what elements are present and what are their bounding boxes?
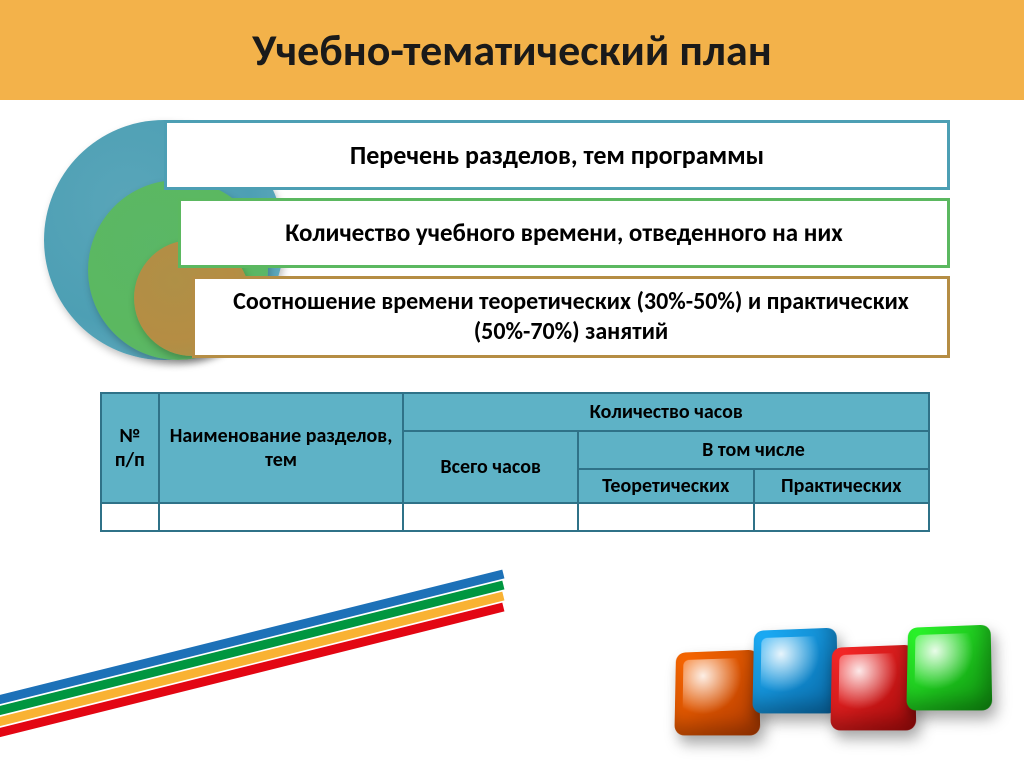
plan-table-wrap: № п/п Наименование разделов, тем Количес…	[100, 392, 930, 532]
th-hours: Количество часов	[403, 393, 929, 431]
cube-red	[830, 645, 916, 731]
th-theoretical-label: Теоретических	[602, 474, 729, 498]
cell-practical	[754, 503, 930, 531]
cell-name	[159, 503, 404, 531]
list-row-3-text: Соотношение времени теоретических (30%-5…	[215, 287, 927, 347]
cube-green	[906, 625, 992, 711]
layered-list: Перечень разделов, тем программы Количес…	[100, 120, 950, 360]
list-row-1-text: Перечень разделов, тем программы	[350, 139, 764, 172]
th-name-label: Наименование разделов, тем	[170, 424, 393, 472]
plan-table: № п/п Наименование разделов, тем Количес…	[100, 392, 930, 532]
cell-num	[101, 503, 159, 531]
th-practical: Практических	[754, 469, 930, 503]
th-num: № п/п	[101, 393, 159, 503]
decor-cubes	[674, 590, 1004, 755]
table-row	[101, 503, 929, 531]
th-practical-label: Практических	[781, 474, 901, 498]
cube-orange	[674, 650, 760, 736]
cell-total	[403, 503, 578, 531]
decor-stripes	[0, 587, 520, 767]
th-num-label: № п/п	[115, 424, 145, 472]
th-theoretical: Теоретических	[578, 469, 754, 503]
list-row-3: Соотношение времени теоретических (30%-5…	[192, 276, 950, 358]
th-hours-label: Количество часов	[590, 400, 743, 424]
page-title: Учебно-тематический план	[252, 23, 771, 77]
th-including: В том числе	[578, 431, 929, 469]
th-including-label: В том числе	[702, 438, 805, 462]
list-row-2: Количество учебного времени, отведенного…	[178, 198, 950, 268]
title-band: Учебно-тематический план	[0, 0, 1024, 100]
cube-blue	[752, 628, 838, 714]
stripe-1	[0, 603, 504, 747]
th-name: Наименование разделов, тем	[159, 393, 404, 503]
th-total: Всего часов	[403, 431, 578, 503]
list-row-1: Перечень разделов, тем программы	[164, 120, 950, 190]
list-row-2-text: Количество учебного времени, отведенного…	[285, 217, 843, 248]
th-total-label: Всего часов	[440, 455, 541, 479]
cell-theoretical	[578, 503, 754, 531]
